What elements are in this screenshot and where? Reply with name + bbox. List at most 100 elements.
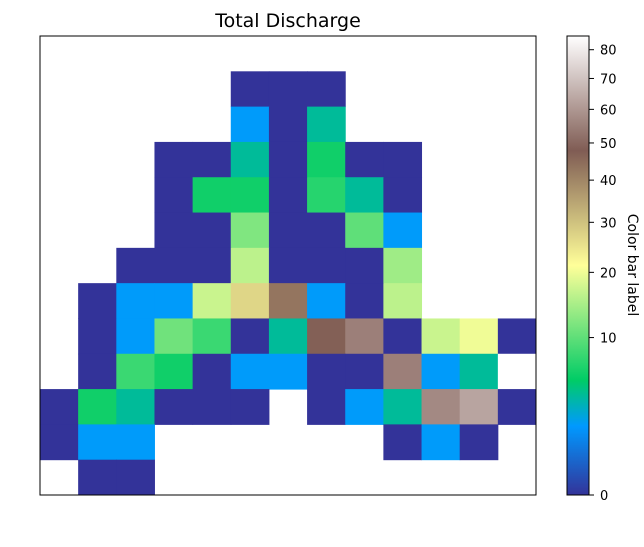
heatmap-cell [459,318,499,355]
heatmap-cell [383,141,423,178]
heatmap-cell [345,353,384,390]
heatmap-cell [383,389,423,425]
colorbar-tick-label: 30 [600,216,617,231]
heatmap-cell [383,283,423,319]
heatmap-cell [230,389,270,425]
heatmap-cell [268,177,308,214]
heatmap-cell [154,283,194,319]
heatmap-cell [116,283,155,319]
colorbar-tick-label: 50 [600,137,617,152]
heatmap-cell [230,318,270,355]
heatmap-cell [268,318,308,355]
colorbar-tick-label: 70 [600,72,617,87]
heatmap-cell [383,318,423,355]
colorbar-label: Color bar label [624,214,640,317]
colorbar-ticks: 0 10 20 30 40 50 60 70 80 [589,44,617,504]
heatmap-cell [268,212,308,249]
heatmap-cell [268,247,308,284]
heatmap-cell [154,212,194,249]
heatmap-cell [230,106,270,143]
heatmap-cell [345,318,384,355]
heatmap-cell [345,247,384,284]
heatmap-cells [40,71,537,496]
heatmap-cell [116,389,155,425]
heatmap-cell [421,389,461,425]
heatmap-cell [497,318,537,355]
heatmap-cell [268,141,308,178]
colorbar-tick-label: 40 [600,174,617,189]
heatmap-cell [154,141,194,178]
heatmap-cell [116,353,155,390]
heatmap-cell [78,283,117,319]
heatmap-cell [459,389,499,425]
heatmap-cell [307,212,346,249]
heatmap-cell [307,318,346,355]
colorbar-tick-label: 10 [600,332,617,347]
heatmap-cell [307,283,346,319]
heatmap-cell [459,353,499,390]
heatmap-cell [192,283,232,319]
heatmap-cell [345,177,384,214]
heatmap-cell [192,212,232,249]
heatmap-cell [116,247,155,284]
heatmap-cell [154,177,194,214]
heatmap-cell [230,283,270,319]
heatmap-cell [268,353,308,390]
heatmap-cell [78,424,117,461]
colorbar-tick-label: 0 [600,489,608,504]
heatmap-cell [154,389,194,425]
heatmap-cell [383,424,423,461]
heatmap-cell [307,353,346,390]
heatmap-cell [78,459,117,496]
chart-title: Total Discharge [214,10,361,32]
heatmap-cell [154,353,194,390]
heatmap-cell [116,459,155,496]
heatmap-cell [230,247,270,284]
heatmap-cell [383,353,423,390]
heatmap-cell [307,389,346,425]
heatmap-cell [383,247,423,284]
plot-frame [39,35,537,496]
heatmap-cell [192,353,232,390]
heatmap-cell [78,318,117,355]
heatmap-cell [459,424,499,461]
heatmap-cell [154,247,194,284]
heatmap-cell [230,177,270,214]
heatmap-cell [268,106,308,143]
colorbar [566,35,590,496]
colorbar-tick-label: 20 [600,266,617,281]
heatmap-cell [345,212,384,249]
heatmap-cell [421,318,461,355]
heatmap-cell [78,389,117,425]
heatmap-cell [345,389,384,425]
heatmap-cell [192,141,232,178]
heatmap-cell [192,389,232,425]
heatmap-cell [307,141,346,178]
heatmap-cell [40,389,79,425]
heatmap-cell [192,177,232,214]
heatmap-cell [383,212,423,249]
heatmap-cell [307,71,346,108]
heatmap-cell [230,141,270,178]
heatmap-cell [345,283,384,319]
heatmap-cell [497,353,537,390]
heatmap-cell [192,247,232,284]
heatmap-cell [307,106,346,143]
heatmap-cell [383,177,423,214]
colorbar-tick-label: 80 [600,44,617,59]
heatmap-cell [40,424,79,461]
heatmap-cell [116,424,155,461]
heatmap-cell [497,389,537,425]
heatmap-cell [230,212,270,249]
heatmap-cell [421,424,461,461]
heatmap-cell [192,318,232,355]
heatmap-cell [268,283,308,319]
heatmap-cell [116,318,155,355]
colorbar-tick-label: 60 [600,103,617,118]
heatmap-cell [268,71,308,108]
heatmap-cell [154,318,194,355]
heatmap-cell [307,247,346,284]
heatmap-cell [307,177,346,214]
heatmap-cell [230,353,270,390]
